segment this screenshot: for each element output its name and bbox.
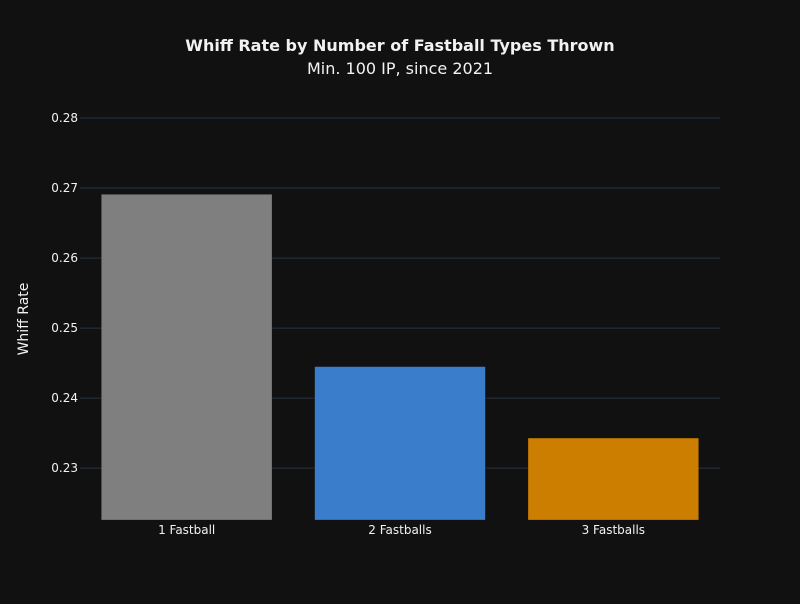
x-tick-label: 3 Fastballs bbox=[582, 523, 645, 537]
bar-3[interactable] bbox=[527, 437, 699, 521]
x-tick-label: 1 Fastball bbox=[158, 523, 215, 537]
chart-subtitle: Min. 100 IP, since 2021 bbox=[307, 59, 493, 78]
y-tick-label: 0.23 bbox=[51, 461, 78, 475]
chart-title: Whiff Rate by Number of Fastball Types T… bbox=[185, 36, 614, 55]
bar-2[interactable] bbox=[314, 366, 486, 521]
y-tick-label: 0.28 bbox=[51, 111, 78, 125]
y-axis-label: Whiff Rate bbox=[16, 283, 32, 356]
y-tick-label: 0.25 bbox=[51, 321, 78, 335]
y-tick-label: 0.26 bbox=[51, 251, 78, 265]
bar-1[interactable] bbox=[101, 194, 273, 521]
x-tick-label: 2 Fastballs bbox=[368, 523, 431, 537]
y-tick-label: 0.24 bbox=[51, 391, 78, 405]
y-tick-label: 0.27 bbox=[51, 181, 78, 195]
